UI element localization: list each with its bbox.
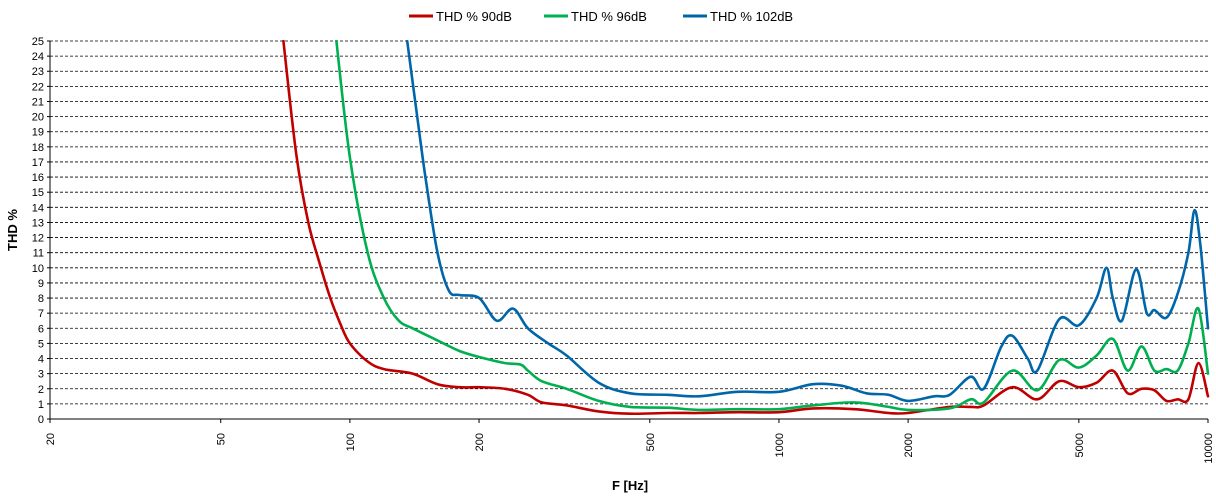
y-tick-label: 11 — [33, 248, 44, 260]
x-tick-label: 5000 — [1074, 433, 1086, 457]
x-axis-ticks: 20 50 100 200 500 1000 2000 5000 10000 — [45, 419, 1215, 464]
x-tick-label: 50 — [216, 433, 228, 445]
series-lines — [282, 40, 1210, 416]
y-tick-label: 15 — [32, 187, 44, 199]
legend-label: THD % 90dB — [436, 9, 512, 24]
y-tick-label: 21 — [32, 96, 44, 108]
legend-label: THD % 96dB — [571, 9, 647, 24]
y-tick-label: 23 — [32, 66, 44, 78]
y-axis-ticks: 0123456789101112131415161718192021222324… — [32, 36, 50, 426]
grid-lines — [50, 40, 1208, 405]
y-tick-label: 18 — [32, 142, 44, 154]
y-axis-title: THD % — [5, 209, 20, 251]
y-tick-label: 5 — [38, 338, 44, 350]
y-tick-label: 9 — [38, 278, 44, 290]
y-tick-label: 17 — [32, 157, 44, 169]
y-tick-label: 20 — [32, 112, 44, 124]
legend-label: THD % 102dB — [710, 9, 793, 24]
y-tick-label: 14 — [32, 202, 44, 214]
y-tick-label: 22 — [32, 81, 44, 93]
x-tick-label: 20 — [45, 433, 57, 445]
y-tick-label: 2 — [38, 384, 44, 396]
x-axis-title: F [Hz] — [612, 478, 648, 493]
y-tick-label: 7 — [38, 308, 44, 320]
y-tick-label: 3 — [38, 369, 44, 381]
x-tick-label: 100 — [345, 433, 357, 451]
y-tick-label: 0 — [38, 414, 44, 426]
y-tick-label: 25 — [32, 36, 44, 48]
y-tick-label: 1 — [38, 399, 44, 411]
legend: THD % 90dB THD % 96dB THD % 102dB — [409, 9, 793, 24]
x-tick-label: 2000 — [903, 433, 915, 457]
y-tick-label: 12 — [32, 233, 44, 245]
plot-area — [49, 41, 1208, 420]
y-tick-label: 16 — [32, 172, 44, 184]
series-line-0 — [282, 40, 1210, 416]
y-tick-label: 6 — [38, 323, 44, 335]
x-tick-label: 10000 — [1203, 433, 1215, 464]
y-tick-label: 24 — [32, 51, 44, 63]
x-tick-label: 500 — [645, 433, 657, 451]
series-line-2 — [405, 40, 1210, 403]
x-tick-label: 1000 — [774, 433, 786, 457]
series-line-1 — [335, 40, 1210, 412]
y-tick-label: 10 — [32, 263, 44, 275]
y-tick-label: 4 — [38, 354, 44, 366]
x-tick-label: 200 — [474, 433, 486, 451]
y-tick-label: 8 — [38, 293, 44, 305]
y-tick-label: 13 — [32, 217, 44, 229]
y-tick-label: 19 — [32, 127, 44, 139]
